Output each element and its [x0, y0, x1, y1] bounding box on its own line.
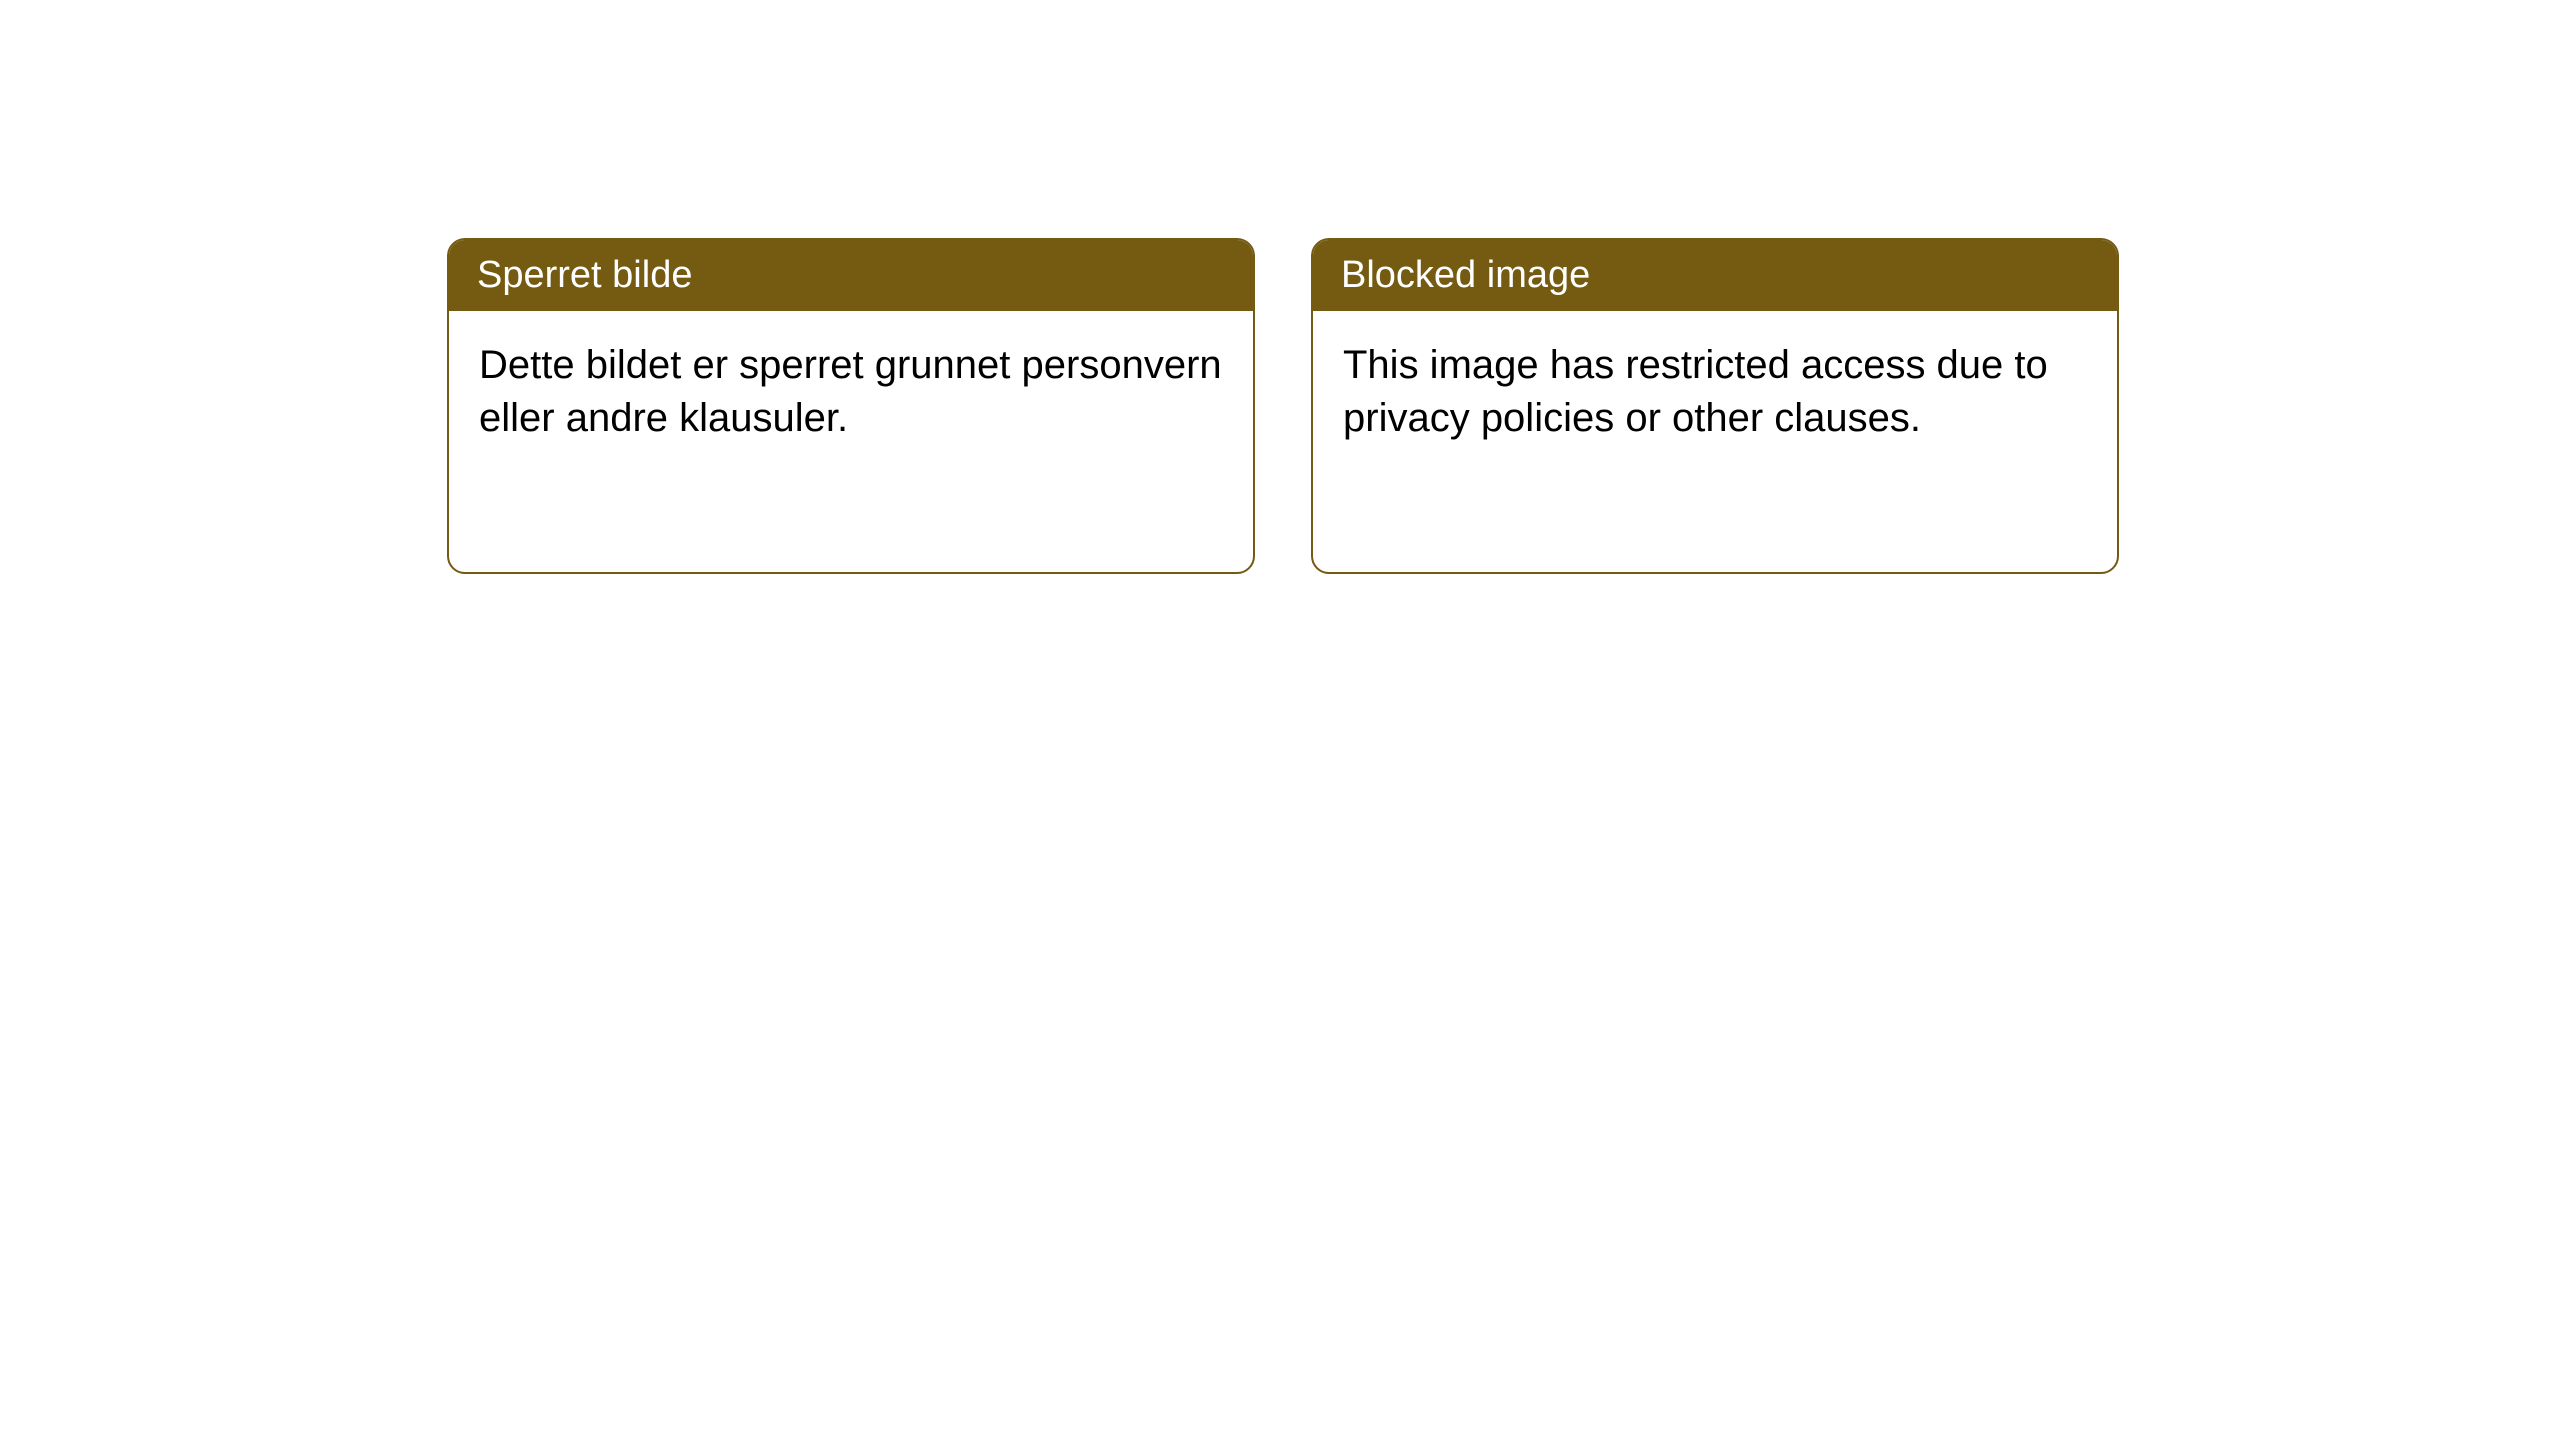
notice-container: Sperret bilde Dette bildet er sperret gr…	[447, 238, 2119, 574]
notice-body: This image has restricted access due to …	[1313, 311, 2117, 473]
notice-card-norwegian: Sperret bilde Dette bildet er sperret gr…	[447, 238, 1255, 574]
notice-message: This image has restricted access due to …	[1343, 343, 2048, 440]
notice-header: Sperret bilde	[449, 240, 1253, 311]
notice-header: Blocked image	[1313, 240, 2117, 311]
notice-card-english: Blocked image This image has restricted …	[1311, 238, 2119, 574]
notice-title: Blocked image	[1341, 254, 1590, 296]
notice-title: Sperret bilde	[477, 254, 692, 296]
notice-body: Dette bildet er sperret grunnet personve…	[449, 311, 1253, 473]
notice-message: Dette bildet er sperret grunnet personve…	[479, 343, 1222, 440]
